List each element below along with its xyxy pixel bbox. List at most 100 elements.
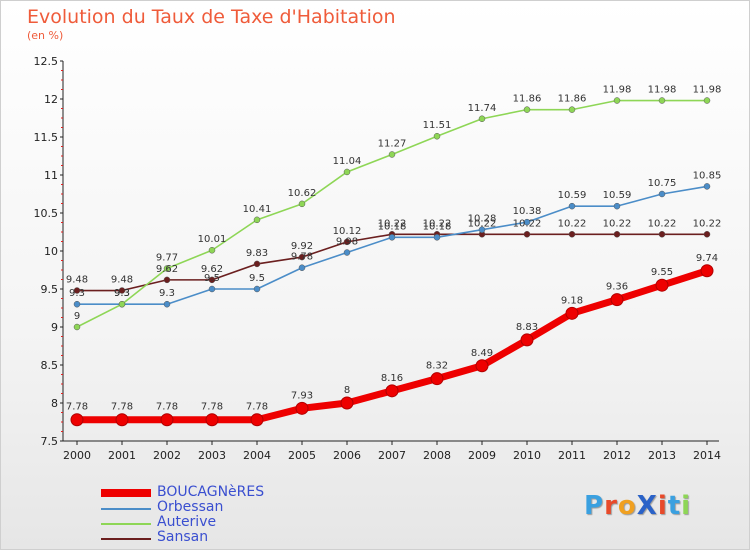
data-label-boucagn-res: 9.36: [606, 282, 628, 293]
data-label-auterive: 10.41: [243, 204, 272, 215]
data-point-sansan: [208, 276, 216, 284]
data-label-orbessan: 10.85: [693, 170, 722, 181]
data-label-orbessan: 9.3: [114, 288, 130, 299]
data-point-auterive: [388, 151, 396, 158]
legend-label-sansan: Sansan: [157, 529, 209, 545]
data-label-boucagn-res: 8.49: [471, 348, 493, 359]
legend-swatch-sansan: [101, 538, 151, 540]
data-point-boucagn-res: [655, 278, 669, 292]
data-label-auterive: 11.98: [648, 85, 677, 96]
x-tick-label: 2012: [603, 449, 631, 462]
x-tick-label: 2013: [648, 449, 676, 462]
data-point-sansan: [298, 253, 306, 261]
data-label-boucagn-res: 7.78: [201, 402, 223, 413]
x-tick-label: 2001: [108, 449, 136, 462]
data-point-auterive: [73, 323, 81, 331]
data-point-boucagn-res: [205, 413, 219, 427]
data-label-sansan: 10.22: [558, 218, 587, 229]
data-label-auterive: 9.3: [114, 288, 130, 299]
data-label-orbessan: 10.18: [423, 221, 452, 232]
legend-swatch-orbessan: [101, 508, 151, 510]
data-label-orbessan: 10.18: [378, 221, 407, 232]
data-label-boucagn-res: 7.78: [66, 402, 88, 413]
data-label-sansan: 10.22: [648, 218, 677, 229]
data-point-auterive: [298, 200, 306, 208]
legend-label-orbessan: Orbessan: [157, 499, 224, 515]
legend-item-orbessan: Orbessan: [101, 499, 401, 516]
data-label-auterive: 10.62: [288, 188, 317, 199]
data-point-sansan: [343, 238, 351, 246]
data-label-sansan: 10.22: [603, 218, 632, 229]
data-label-sansan: 10.12: [333, 226, 362, 237]
y-tick-label: 10: [44, 245, 58, 258]
legend-swatch-boucagneres: [101, 489, 151, 497]
x-tick-label: 2000: [63, 449, 91, 462]
legend-swatch-auterive: [101, 523, 151, 525]
data-label-boucagn-res: 7.78: [111, 402, 133, 413]
legend-item-sansan: Sansan: [101, 529, 401, 546]
data-label-boucagn-res: 9.74: [696, 253, 718, 264]
data-point-sansan: [658, 231, 666, 238]
y-tick-label: 9.5: [41, 283, 59, 296]
data-point-boucagn-res: [115, 413, 129, 427]
data-point-boucagn-res: [475, 359, 489, 373]
x-tick-label: 2005: [288, 449, 316, 462]
x-tick-label: 2006: [333, 449, 361, 462]
data-point-auterive: [568, 106, 576, 113]
logo-letter: r: [604, 491, 618, 521]
data-label-auterive: 9: [74, 311, 80, 322]
logo-letter: o: [617, 491, 637, 521]
data-point-auterive: [703, 97, 711, 104]
data-point-sansan: [118, 287, 126, 294]
data-point-orbessan: [73, 300, 81, 308]
data-point-boucagn-res: [385, 384, 399, 398]
logo-letter: i: [681, 491, 692, 521]
data-label-auterive: 11.86: [513, 94, 542, 105]
data-label-auterive: 11.27: [378, 138, 407, 149]
y-tick-label: 12: [44, 93, 58, 106]
data-point-auterive: [613, 97, 621, 104]
data-label-sansan: 10.22: [378, 218, 407, 229]
data-point-auterive: [478, 115, 486, 123]
x-tick-label: 2009: [468, 449, 496, 462]
data-label-auterive: 11.86: [558, 94, 587, 105]
proxiti-logo: ProXiti: [584, 491, 691, 521]
data-point-boucagn-res: [520, 333, 534, 347]
legend-label-boucagneres: BOUCAGNèRES: [157, 484, 265, 500]
x-tick-label: 2002: [153, 449, 181, 462]
data-point-orbessan: [478, 226, 486, 233]
y-tick-label: 11: [44, 169, 58, 182]
x-tick-label: 2011: [558, 449, 586, 462]
data-point-boucagn-res: [430, 372, 444, 386]
data-label-boucagn-res: 9.18: [561, 295, 583, 306]
y-tick-label: 12.5: [34, 55, 59, 68]
data-point-auterive: [208, 246, 216, 254]
data-point-sansan: [253, 260, 261, 268]
data-label-sansan: 10.22: [513, 218, 542, 229]
data-label-boucagn-res: 7.78: [156, 402, 178, 413]
data-point-auterive: [343, 168, 351, 176]
data-label-boucagn-res: 7.78: [246, 402, 268, 413]
data-label-orbessan: 10.59: [558, 190, 587, 201]
data-point-auterive: [163, 265, 171, 272]
data-label-orbessan: 9.3: [159, 288, 175, 299]
data-point-boucagn-res: [250, 413, 264, 427]
data-point-orbessan: [253, 285, 261, 293]
data-point-boucagn-res: [160, 413, 174, 427]
data-point-sansan: [523, 231, 531, 238]
x-tick-label: 2004: [243, 449, 271, 462]
logo-letter: i: [657, 491, 668, 521]
y-tick-label: 11.5: [34, 131, 59, 144]
data-label-auterive: 9.77: [156, 252, 178, 263]
data-point-orbessan: [658, 190, 666, 198]
y-tick-label: 9: [51, 321, 58, 334]
data-label-orbessan: 9.5: [249, 273, 265, 284]
data-point-orbessan: [298, 264, 306, 271]
data-point-auterive: [523, 106, 531, 113]
data-label-auterive: 10.01: [198, 234, 227, 245]
data-point-orbessan: [613, 202, 621, 210]
x-tick-label: 2003: [198, 449, 226, 462]
